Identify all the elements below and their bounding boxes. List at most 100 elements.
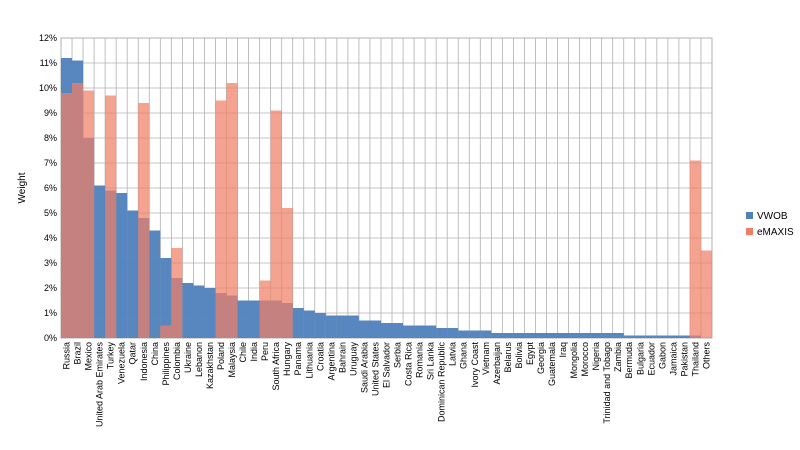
vwob-bar — [403, 325, 415, 338]
vwob-bar — [182, 283, 194, 338]
emaxis-bar — [226, 83, 238, 338]
vwob-bar — [623, 335, 635, 338]
vwob-bar — [392, 323, 404, 338]
y-tick-label: 5% — [44, 208, 57, 218]
legend: VWOB eMAXIS — [746, 211, 794, 238]
x-tick-label: Gabon — [657, 342, 667, 369]
x-tick-label: Uruguay — [348, 342, 358, 377]
vwob-bar — [369, 320, 381, 338]
x-tick-labels: Russia Brazil Mexico United Arab Emirates Tu… — [62, 342, 712, 428]
vwob-bar — [160, 258, 172, 338]
y-tick-label: 6% — [44, 183, 57, 193]
x-tick-label: Azerbaijan — [492, 342, 502, 385]
emaxis-bar — [105, 95, 117, 338]
emaxis-bar — [83, 90, 95, 338]
y-tick-label: 3% — [44, 258, 57, 268]
x-tick-label: Pakistan — [679, 342, 689, 377]
x-tick-label: Morocco — [580, 342, 590, 377]
vwob-bar — [325, 315, 337, 338]
legend-label: VWOB — [757, 211, 788, 222]
x-tick-label: Ghana — [459, 342, 469, 369]
x-tick-label: Argentina — [326, 342, 336, 381]
vwob-bar — [590, 333, 602, 338]
x-tick-label: Others — [701, 342, 711, 370]
x-tick-label: Turkey — [106, 342, 116, 370]
legend-swatch — [746, 212, 753, 219]
vwob-bar — [491, 333, 503, 338]
x-tick-label: Peru — [260, 342, 270, 361]
y-tick-label: 10% — [39, 83, 57, 93]
x-tick-label: Russia — [62, 342, 72, 370]
y-tick-label: 7% — [44, 158, 57, 168]
x-tick-label: Brazil — [73, 342, 83, 365]
emaxis-bar — [270, 110, 282, 338]
x-tick-label: Georgia — [536, 342, 546, 374]
vwob-bar — [193, 285, 205, 338]
emaxis-bar — [215, 100, 227, 338]
y-tick-label: 9% — [44, 108, 57, 118]
vwob-bar — [557, 333, 569, 338]
emaxis-bar — [281, 208, 293, 338]
x-tick-label: United States — [370, 342, 380, 397]
x-tick-label: El Salvador — [382, 342, 392, 388]
x-tick-label: China — [150, 342, 160, 366]
vwob-bar — [601, 333, 613, 338]
x-tick-label: Colombia — [172, 342, 182, 380]
x-tick-label: Mongolia — [569, 342, 579, 379]
vwob-bar — [524, 333, 536, 338]
vwob-bar — [303, 310, 315, 338]
vwob-bar — [358, 320, 370, 338]
vwob-bar — [237, 300, 249, 338]
y-tick-labels: 0% 1% 2% 3% 4% 5% 6% 7% 8% 9% 10% 11% 12% — [39, 33, 57, 343]
emaxis-bar — [700, 250, 712, 338]
x-tick-label: Bulgaria — [635, 342, 645, 375]
vwob-bar — [425, 325, 437, 338]
x-tick-label: Malaysia — [227, 342, 237, 378]
emaxis-bar — [689, 160, 701, 338]
vwob-bar — [513, 333, 525, 338]
emaxis-bar — [138, 103, 150, 338]
x-tick-label: Serbia — [393, 342, 403, 368]
x-tick-label: Panama — [293, 342, 303, 376]
x-tick-label: Iraq — [558, 342, 568, 358]
y-tick-label: 11% — [40, 58, 57, 68]
x-tick-label: Lebanon — [194, 342, 204, 377]
x-tick-label: South Africa — [271, 342, 281, 391]
x-tick-label: India — [249, 342, 259, 362]
emaxis-bar — [160, 325, 172, 338]
x-tick-label: Venezuela — [117, 342, 127, 384]
y-tick-label: 0% — [44, 333, 57, 343]
y-axis-label: Weight — [17, 172, 28, 203]
x-tick-label: Zambia — [613, 342, 623, 372]
vwob-bar — [127, 210, 139, 338]
vwob-bar — [579, 333, 591, 338]
vwob-bar — [645, 335, 657, 338]
x-tick-label: Croatia — [315, 342, 325, 371]
vwob-bar — [502, 333, 514, 338]
y-tick-label: 1% — [44, 308, 57, 318]
y-tick-label: 8% — [44, 133, 57, 143]
x-tick-label: Vietnam — [481, 342, 491, 375]
vwob-bar — [612, 333, 624, 338]
vwob-bar — [336, 315, 348, 338]
emaxis-bar — [61, 93, 73, 338]
x-tick-label: Trinidad and Tobago — [602, 342, 612, 424]
x-tick-label: Saudi Arabia — [359, 342, 369, 393]
x-tick-label: Latvia — [448, 342, 458, 366]
x-tick-label: Guatemala — [547, 342, 557, 386]
x-tick-label: Jamaica — [668, 342, 678, 376]
emaxis-bar — [171, 248, 183, 338]
vwob-bar — [656, 335, 668, 338]
vwob-bar — [149, 230, 161, 338]
x-tick-label: Kazakhstan — [205, 342, 215, 389]
x-tick-label: Lithuania — [304, 342, 314, 379]
x-tick-label: Bermuda — [624, 342, 634, 379]
vwob-bar — [436, 328, 448, 338]
x-tick-label: Qatar — [128, 342, 138, 365]
x-tick-label: Belarus — [503, 342, 513, 373]
vwob-bar — [116, 193, 128, 338]
x-tick-label: Bolivia — [514, 342, 524, 369]
x-tick-label: Sri Lanka — [426, 342, 436, 380]
emaxis-bar — [72, 83, 84, 338]
